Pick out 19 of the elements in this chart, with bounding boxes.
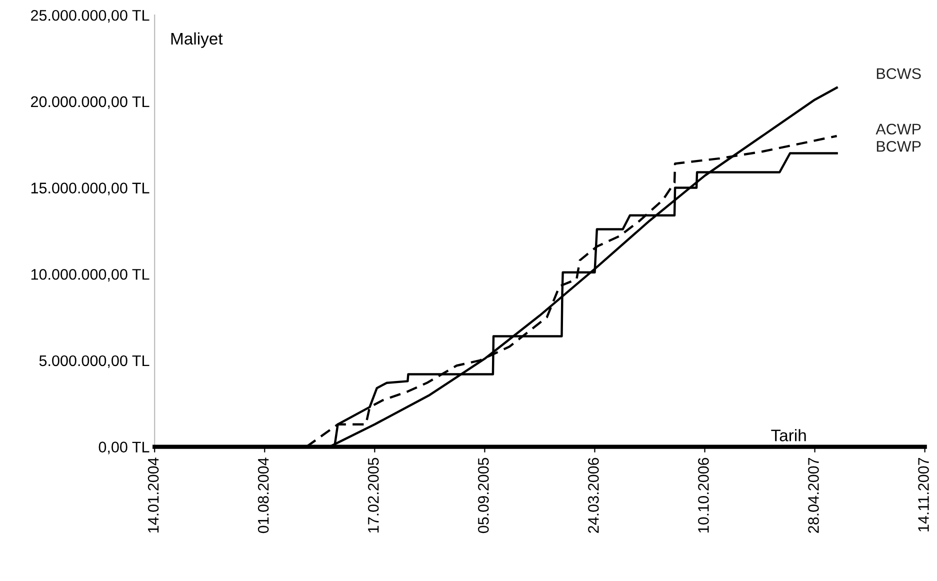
x-tick-label: 17.02.2005 (368, 458, 379, 532)
text: ACWP (876, 124, 921, 135)
y-tick-label: 10.000.000,00 TL (31, 268, 150, 282)
x-tick-label: 28.04.2007 (808, 458, 819, 533)
x-tick-label: 24.03.2006 (588, 458, 599, 533)
y-tick-label: 5.000.000,00 TL (39, 355, 150, 368)
x-axis-title: Tarih (771, 429, 806, 442)
x-tick-label: 01.08.2004 (258, 458, 269, 534)
text: BCWP (876, 140, 921, 152)
y-axis-title: Maliyet (171, 32, 223, 48)
x-tick-label: 05.09.2005 (478, 458, 489, 534)
x-tick-label: 10.10.2006 (698, 458, 709, 532)
y-tick-label: 0,00 TL (98, 442, 150, 454)
x-tick-label: 14.11.2007 (918, 458, 929, 532)
x-tick-label: 14.01.2004 (148, 458, 159, 532)
y-tick-label: 20.000.000,00 TL (31, 96, 150, 109)
y-tick-label: 25.000.000,00 TL (31, 10, 150, 23)
y-tick-label: 15.000.000,00 TL (31, 182, 150, 196)
text: BCWS (876, 68, 921, 80)
